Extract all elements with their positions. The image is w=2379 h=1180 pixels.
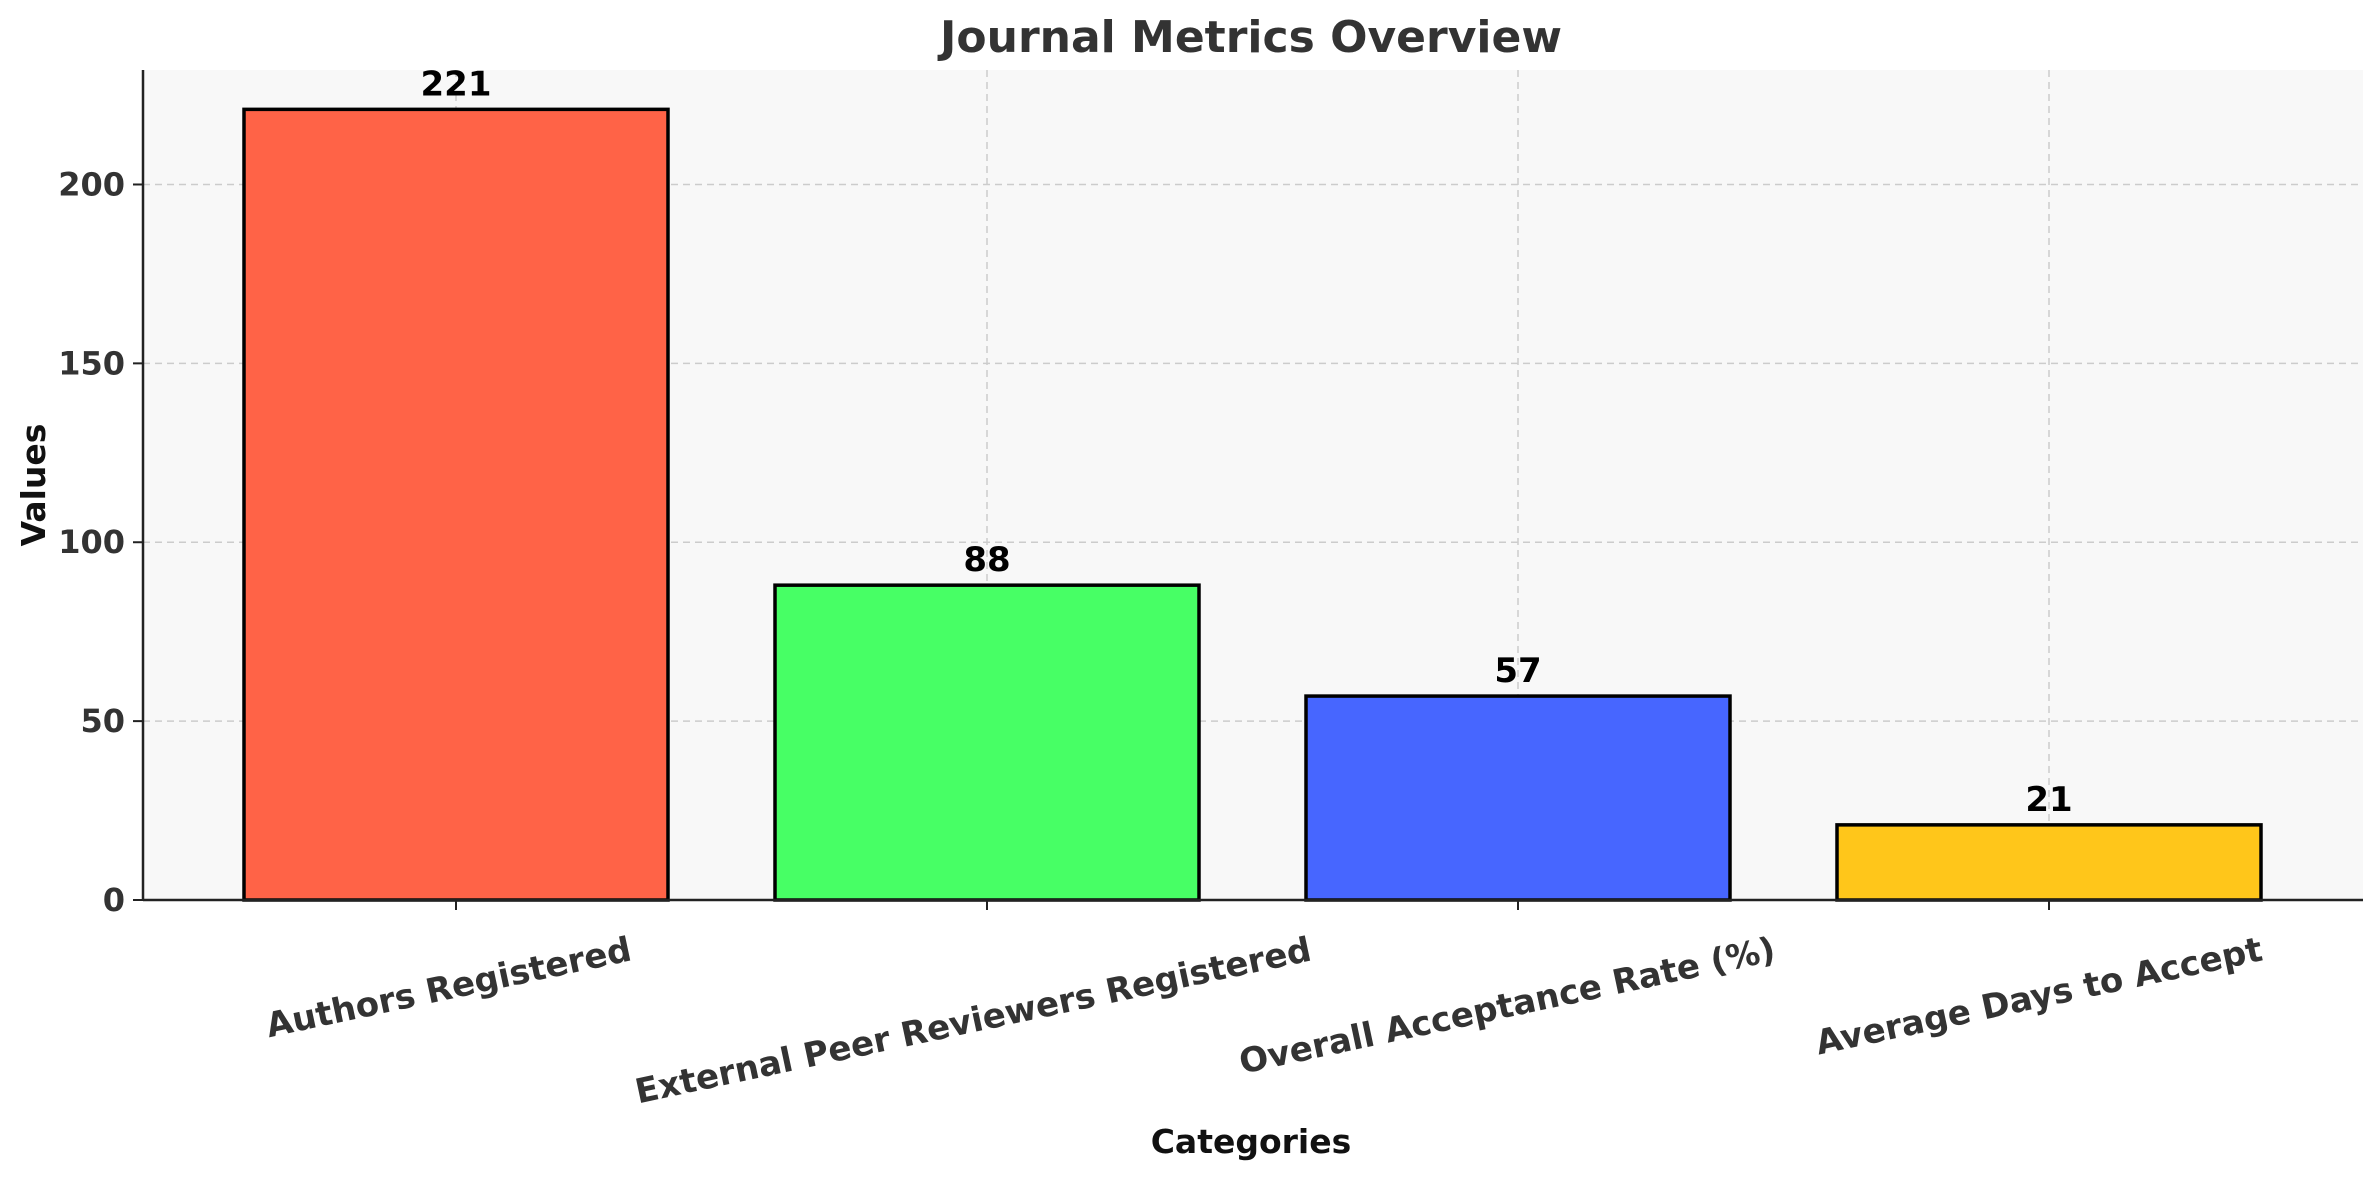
y-tick-label: 150 (58, 344, 125, 382)
data-label: 21 (2025, 780, 2072, 820)
y-tick-label: 50 (80, 702, 125, 740)
bar (242, 107, 670, 902)
x-tick-label: Average Days to Accept (1812, 930, 2266, 1064)
x-axis-label: Categories (1151, 1122, 1352, 1161)
data-labels: 221 88 57 21 (421, 64, 2073, 820)
y-tick-label: 100 (58, 523, 125, 561)
x-tick-label: Overall Acceptance Rate (%) (1236, 930, 1779, 1083)
bars (242, 107, 2263, 902)
bar (1835, 823, 2263, 902)
data-label: 57 (1494, 651, 1541, 691)
y-ticks: 0 50 100 150 200 (58, 165, 143, 919)
x-tick-marks (455, 900, 2050, 910)
y-tick-label: 200 (58, 165, 125, 203)
chart-title: Journal Metrics Overview (937, 12, 1562, 63)
x-tick-label: Authors Registered (263, 930, 635, 1046)
bar (1304, 694, 1732, 902)
x-tick-label: External Peer Reviewers Registered (632, 930, 1315, 1113)
y-axis-label: Values (14, 424, 53, 547)
data-label: 88 (963, 540, 1010, 580)
bar (773, 583, 1201, 902)
data-label: 221 (421, 64, 492, 104)
y-tick-label: 0 (103, 881, 125, 919)
